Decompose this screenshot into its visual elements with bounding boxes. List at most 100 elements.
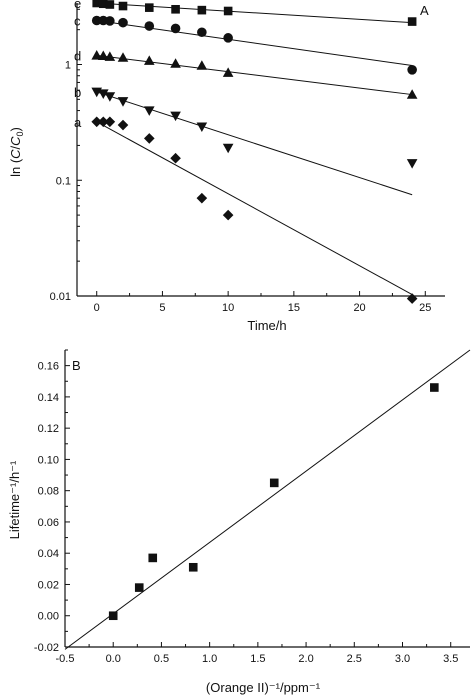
panel-a-point-c [170, 23, 181, 34]
panel-a-series-label-d: d [74, 48, 81, 63]
panel-a-point-e [197, 5, 207, 15]
panel-b-y-tick-label: 0.12 [38, 423, 59, 435]
panel-b-chart: -0.5 0.0 0.5 1.0 1.5 2.0 2.5 3.0 3.5 -0.02 0.00 0.… [7, 349, 471, 695]
panel-a-axes [76, 3, 445, 297]
panel-a-point-a [104, 116, 116, 128]
panel-b-point [188, 562, 198, 572]
panel-b-y-tick-label: 0.00 [38, 611, 59, 623]
panel-a-x-ticks: 0 5 10 15 20 25 [94, 291, 431, 314]
panel-a-fit-lines [96, 2, 413, 295]
panel-b-y-tick-label: 0.08 [38, 486, 59, 498]
panel-a-point-d [104, 51, 116, 61]
panel-a-point-d [406, 89, 418, 99]
panel-b-x-tick-label: 2.0 [298, 653, 313, 665]
panel-a-point-b [143, 106, 155, 116]
panel-b-data-points [108, 383, 439, 621]
panel-b-x-tick-label: 1.5 [250, 653, 265, 665]
panel-a-point-d [222, 67, 234, 77]
panel-b-y-tick-label: 0.14 [38, 392, 59, 404]
panel-a-point-a [117, 119, 129, 131]
panel-a-x-tick-label: 5 [159, 302, 165, 314]
panel-b-fit-line [64, 349, 471, 650]
panel-a-point-c [118, 17, 128, 28]
panel-a-label: A [420, 3, 429, 18]
panel-a-point-a [170, 152, 181, 164]
panel-b-x-tick-label: 0.0 [106, 653, 121, 665]
panel-a-point-e [92, 0, 102, 8]
panel-b-x-tick-label: 1.0 [202, 653, 217, 665]
panel-b-x-axis-title: (Orange II)⁻¹/ppm⁻¹ [206, 680, 321, 695]
panel-b-y-tick-label: 0.10 [38, 454, 59, 466]
panel-a-point-b [97, 89, 109, 99]
panel-a-point-b [196, 122, 208, 133]
panel-a-point-b [104, 92, 116, 102]
panel-a-series-label-e: e [74, 0, 81, 11]
panel-a-data-points [91, 0, 418, 304]
panel-b-x-tick-label: 0.5 [154, 653, 169, 665]
panel-a-point-c [223, 33, 233, 43]
panel-a-point-a [196, 192, 208, 204]
panel-a-y-ticks: 0.01 0.1 1 [50, 8, 82, 303]
panel-a-x-tick-label: 20 [353, 302, 365, 314]
panel-a-point-c [197, 27, 207, 38]
panel-a-y-tick-label: 0.01 [50, 291, 71, 303]
panel-a-point-d [117, 52, 129, 62]
panel-a-x-tick-label: 0 [94, 302, 100, 314]
panel-b-point [108, 611, 118, 621]
panel-a-point-e [98, 0, 108, 9]
panel-b-point [430, 383, 439, 392]
panel-a-point-e [144, 3, 154, 12]
panel-a-y-tick-label: 1 [65, 60, 71, 72]
panel-b-y-tick-label: 0.02 [38, 579, 59, 591]
panel-a-point-b [170, 111, 181, 122]
panel-a-point-d [143, 55, 155, 65]
panel-b-y-ticks: -0.02 0.00 0.02 0.04 0.06 0.08 0.10 0.12 0.14 0.1… [34, 349, 70, 654]
panel-b-label: B [72, 358, 81, 373]
panel-a-fit-line-a [96, 121, 413, 295]
panel-a-fit-line-c [96, 20, 413, 67]
panel-a-series-label-a: a [74, 115, 82, 130]
panel-b-x-ticks: -0.5 0.0 0.5 1.0 1.5 2.0 2.5 3.0 3.5 [56, 642, 458, 665]
panel-a-point-a [91, 116, 103, 128]
panel-a-point-c [407, 65, 417, 75]
panel-a-point-d [97, 50, 109, 61]
panel-a-point-d [170, 58, 181, 68]
panel-a-chart: 0 5 10 15 20 25 0.01 0.1 1 ab d ce A Time/h ln (C… [8, 0, 445, 333]
panel-a-fit-line-d [96, 54, 413, 96]
panel-a-point-e [223, 6, 233, 16]
panel-a-point-e [407, 17, 417, 26]
panel-b-x-tick-label: 2.5 [347, 653, 362, 665]
panel-b-y-tick-label: 0.16 [38, 361, 59, 373]
panel-b-x-tick-label: 3.5 [443, 653, 458, 665]
panel-b-y-tick-label: 0.04 [38, 548, 59, 560]
panel-b-x-tick-label: -0.5 [56, 653, 75, 665]
panel-a-fit-line-b [96, 91, 413, 196]
panel-a-point-e [105, 0, 115, 9]
panel-b-y-tick-label: 0.06 [38, 517, 59, 529]
panel-a-point-b [117, 97, 129, 107]
panel-b-y-axis-title: Lifetime⁻¹/h⁻¹ [7, 460, 22, 539]
panel-a-fit-line-e [96, 2, 413, 24]
panel-a-point-b [406, 159, 418, 169]
panel-a-point-c [91, 15, 102, 26]
panel-b-y-tick-label: -0.02 [34, 642, 59, 654]
panel-a-point-a [406, 293, 418, 304]
panel-b-point [269, 478, 279, 488]
panel-a-y-tick-label: 0.1 [56, 175, 71, 187]
panel-a-x-tick-label: 25 [419, 302, 431, 314]
panel-a-series-label-c: c [74, 14, 81, 29]
panel-a-point-a [143, 133, 155, 144]
panel-b-point [148, 553, 158, 563]
panel-a-point-d [91, 50, 103, 60]
panel-a-x-tick-label: 15 [288, 302, 300, 314]
panel-a-point-c [144, 21, 155, 31]
panel-a-x-axis-title: Time/h [247, 318, 286, 333]
panel-a-series-label-b: b [74, 85, 81, 100]
panel-b-point [134, 583, 144, 592]
panel-a-point-e [171, 4, 180, 14]
panel-a-point-a [97, 116, 109, 128]
panel-a-series-labels: ab d ce [74, 0, 82, 130]
panel-b-fit-line [64, 349, 471, 650]
panel-a-point-e [118, 1, 128, 11]
